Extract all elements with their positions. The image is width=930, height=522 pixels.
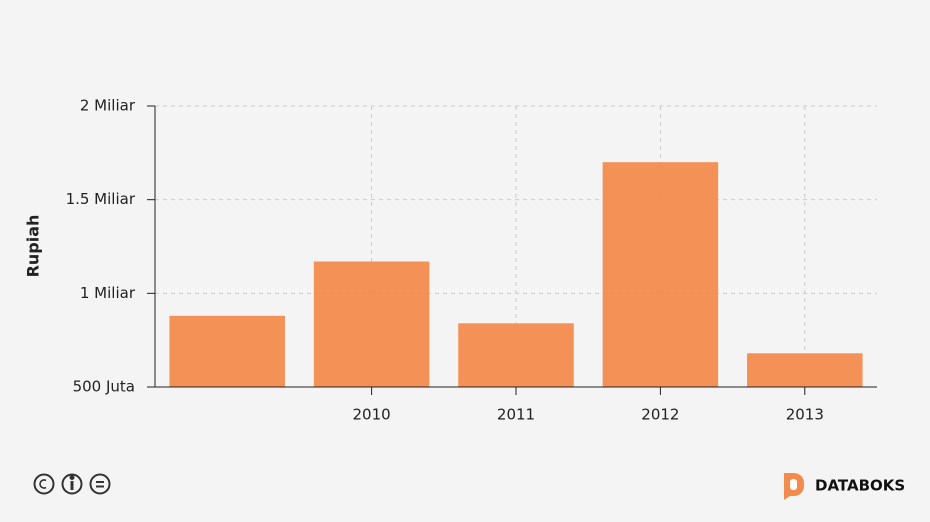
brand-name: DATABOKS [815, 477, 905, 495]
bar [313, 261, 430, 387]
bar [747, 353, 863, 387]
y-axis-label: Rupiah [24, 215, 43, 278]
y-tick-label: 2 Miliar [80, 97, 136, 115]
bar [602, 162, 719, 387]
license-icons [33, 473, 111, 495]
bar [169, 315, 285, 387]
x-tick-label: 2011 [497, 406, 535, 424]
bar [458, 323, 574, 387]
x-tick-label: 2010 [353, 406, 391, 424]
y-tick-label: 1 Miliar [80, 284, 136, 302]
x-tick-label: 2012 [641, 406, 679, 424]
y-tick-label: 500 Juta [73, 378, 135, 396]
y-tick-label: 1.5 Miliar [66, 190, 136, 208]
x-tick-label: 2013 [786, 406, 824, 424]
brand-logo: DATABOKS [784, 473, 905, 500]
